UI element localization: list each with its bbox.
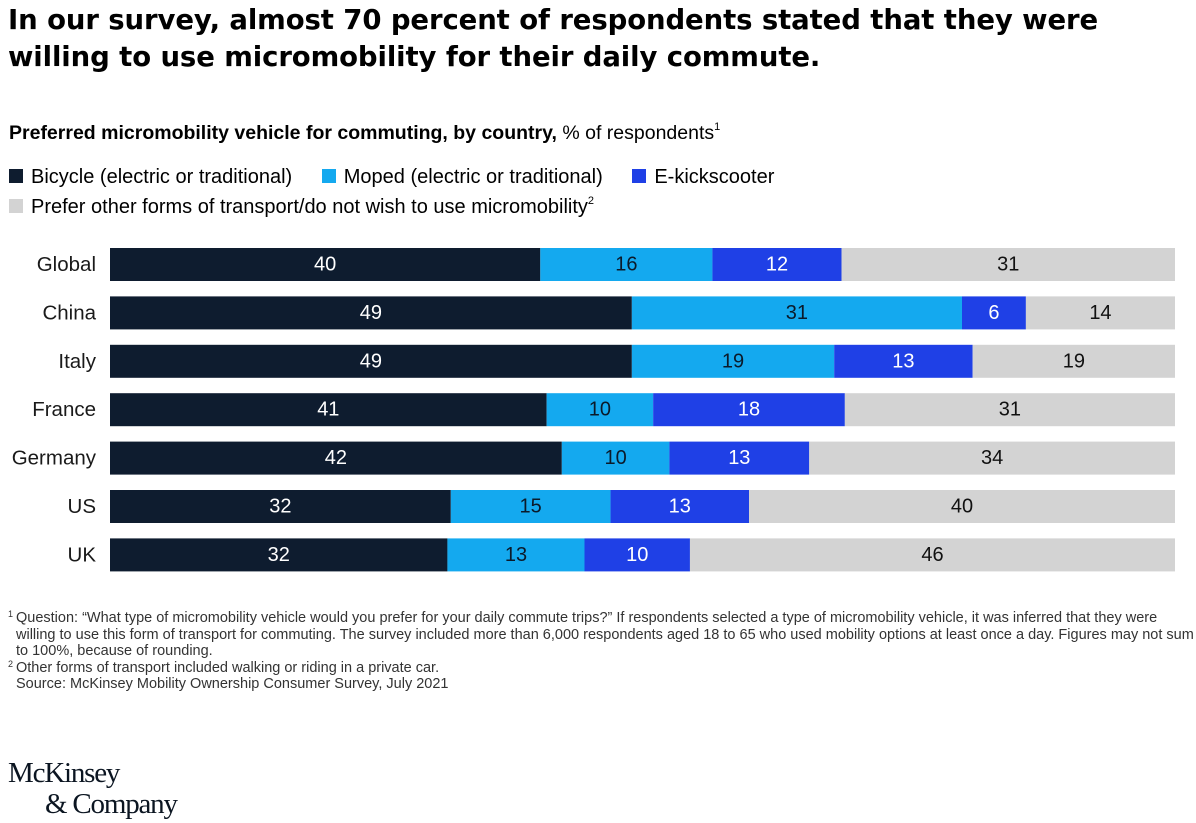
legend-label-moped: Moped (electric or traditional)	[343, 166, 603, 188]
bar-italy-series-4	[972, 344, 1175, 378]
bar-germany-series-2	[561, 441, 670, 475]
legend-swatch-bicycle	[9, 169, 23, 183]
legend-label-other: Prefer other forms of transport/do not w…	[31, 196, 588, 218]
footnotes: 1 Question: “What type of micromobility v…	[8, 609, 1194, 693]
data-label-china-series-2: 31	[786, 302, 808, 324]
data-label-uk-series-3: 10	[626, 544, 648, 566]
footnote-1-text: Question: “What type of micromobility ve…	[16, 610, 1194, 660]
footnote-2-marker: 2	[8, 658, 14, 669]
category-label-us: US	[68, 495, 96, 518]
category-label-germany: Germany	[12, 447, 97, 470]
data-label-germany-series-4: 34	[981, 447, 1003, 469]
data-label-france-series-1: 41	[317, 399, 339, 421]
subtitle-unit: % of respondents	[556, 122, 715, 144]
data-label-uk-series-2: 13	[505, 544, 527, 566]
bar-us-series-4	[749, 490, 1175, 523]
footnote-1: 1 Question: “What type of micromobility v…	[8, 609, 1194, 660]
data-label-us-series-2: 15	[520, 496, 542, 518]
bar-france-series-3	[653, 393, 845, 427]
category-label-global: Global	[37, 253, 96, 276]
bar-uk-series-2	[447, 538, 585, 572]
data-label-france-series-2: 10	[589, 399, 611, 421]
legend-item-moped: Moped (electric or traditional)	[321, 164, 603, 190]
data-label-uk-series-1: 32	[268, 544, 290, 566]
legend-item-other: Prefer other forms of transport/do not w…	[9, 194, 594, 220]
data-label-uk-series-4: 46	[921, 544, 943, 566]
bar-global-series-2	[540, 248, 713, 281]
data-label-germany-series-1: 42	[325, 447, 347, 469]
legend-swatch-kickscooter	[632, 169, 647, 183]
bar-china-series-3	[962, 296, 1026, 330]
mckinsey-logo: McKinsey & Company	[8, 757, 178, 820]
bar-us-series-3	[610, 490, 749, 523]
bar-germany-series-1	[110, 441, 562, 475]
legend-item-kickscooter: E-kickscooter	[632, 164, 774, 190]
legend-label-bicycle: Bicycle (electric or traditional)	[31, 166, 293, 188]
bar-us-series-1	[110, 490, 451, 523]
category-label-china: China	[42, 301, 96, 324]
bar-uk-series-1	[110, 538, 448, 572]
footnote-2-text: Other forms of transport included walkin…	[16, 659, 440, 676]
source-note: Source: McKinsey Mobility Ownership Cons…	[16, 676, 449, 693]
bar-france-series-4	[844, 393, 1175, 427]
legend-footnote-marker: 2	[587, 195, 595, 207]
bar-italy-series-3	[834, 344, 973, 378]
data-label-france-series-4: 31	[999, 399, 1021, 421]
data-label-china-series-3: 6	[988, 302, 999, 324]
data-label-global-series-4: 31	[997, 254, 1019, 276]
legend-row-2: Prefer other forms of transport/do not w…	[9, 194, 618, 220]
data-label-germany-series-3: 13	[728, 447, 750, 469]
bar-italy-series-2	[631, 344, 835, 378]
data-label-france-series-3: 18	[738, 399, 760, 421]
bar-italy-series-1	[110, 344, 632, 378]
legend-item-bicycle: Bicycle (electric or traditional)	[9, 164, 292, 190]
data-label-us-series-4: 40	[951, 496, 973, 518]
bar-global-series-4	[841, 248, 1175, 281]
legend-label-kickscooter: E-kickscooter	[654, 166, 775, 188]
bar-us-series-2	[450, 490, 611, 523]
data-label-global-series-3: 12	[766, 254, 788, 276]
category-label-uk: UK	[68, 543, 97, 566]
footnote-1-marker: 1	[8, 609, 14, 619]
chart-headline: In our survey, almost 70 percent of resp…	[8, 4, 1099, 73]
category-label-italy: Italy	[58, 350, 96, 373]
legend-swatch-other	[9, 199, 23, 213]
bar-germany-series-4	[809, 441, 1175, 475]
data-label-global-series-1: 40	[314, 254, 336, 276]
data-label-us-series-1: 32	[269, 496, 291, 518]
bar-uk-series-3	[584, 538, 690, 572]
subtitle-bold: Preferred micromobility vehicle for comm…	[9, 122, 557, 144]
bar-china-series-1	[110, 296, 632, 330]
subtitle-footnote-marker: 1	[714, 121, 721, 133]
chart-subtitle: Preferred micromobility vehicle for comm…	[9, 121, 720, 145]
bar-china-series-4	[1025, 296, 1175, 330]
bar-france-series-2	[546, 393, 654, 427]
legend-row-1: Bicycle (electric or traditional) Moped …	[9, 164, 798, 190]
bar-germany-series-3	[669, 441, 810, 475]
data-label-china-series-1: 49	[360, 302, 382, 324]
data-label-germany-series-2: 10	[604, 447, 626, 469]
bar-china-series-2	[631, 296, 962, 330]
data-label-global-series-2: 16	[615, 254, 637, 276]
data-label-us-series-3: 13	[669, 496, 691, 518]
logo-line-1: McKinsey	[8, 757, 120, 789]
data-label-italy-series-4: 19	[1063, 350, 1085, 372]
category-label-france: France	[32, 398, 96, 421]
data-label-italy-series-2: 19	[722, 350, 744, 372]
bar-global-series-3	[712, 248, 842, 281]
data-label-italy-series-1: 49	[360, 350, 382, 372]
stacked-bar-chart: Global 40 16 12 31 China 49 31 6 14 Italy 49 19 13 19 F…	[12, 248, 1175, 572]
legend-swatch-moped	[321, 169, 336, 183]
bar-uk-series-4	[689, 538, 1175, 572]
bar-france-series-1	[110, 393, 547, 427]
logo-line-2: & Company	[45, 788, 178, 820]
data-label-italy-series-3: 13	[892, 350, 914, 372]
footnote-2: 2 Other forms of transport included walki…	[8, 658, 1194, 677]
data-label-china-series-4: 14	[1089, 302, 1111, 324]
bar-global-series-1	[110, 248, 541, 281]
